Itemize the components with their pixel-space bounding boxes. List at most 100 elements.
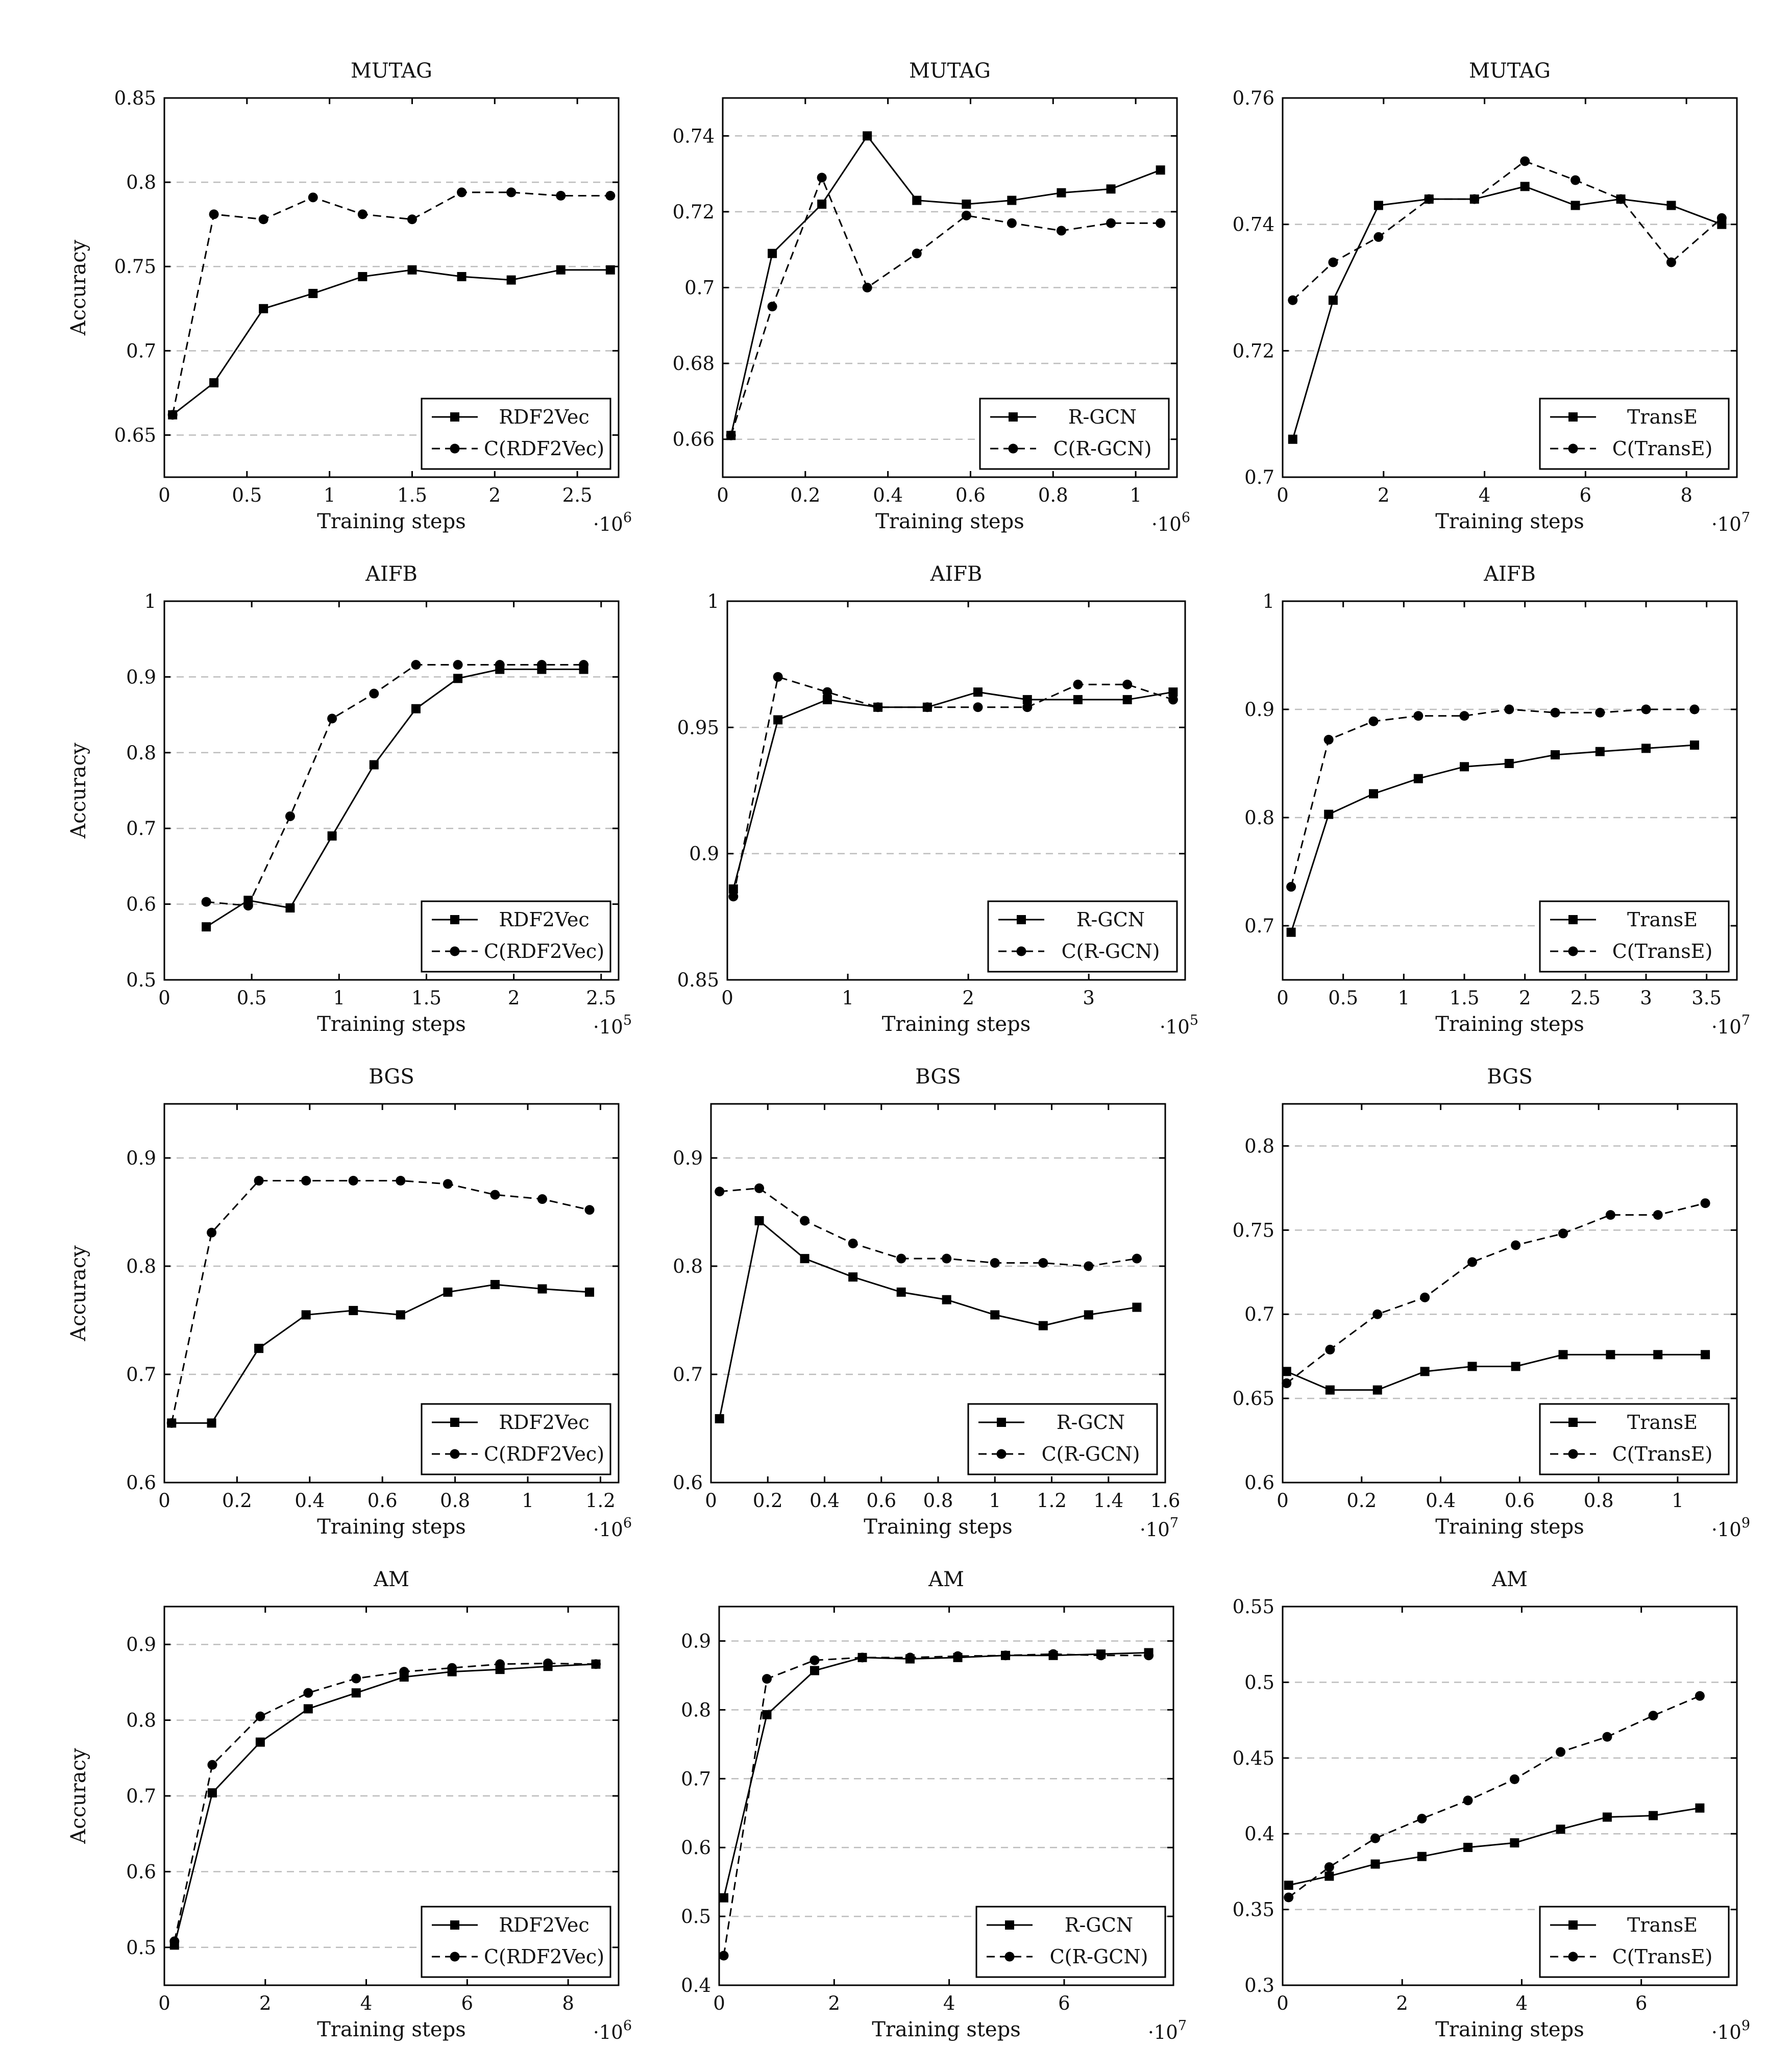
data-point	[457, 187, 467, 198]
data-point	[1424, 194, 1434, 204]
x-tick-label: 4	[943, 1992, 955, 2014]
legend: R-GCN C(R-GCN)	[987, 900, 1178, 973]
data-point	[1370, 1833, 1381, 1843]
x-tick-label: 2	[828, 1992, 841, 2014]
data-point	[857, 1652, 868, 1663]
y-axis-label: Accuracy	[67, 743, 90, 839]
x-tick-label: 2	[962, 987, 974, 1009]
series-line	[171, 1284, 590, 1424]
data-point	[201, 897, 211, 907]
x-axis-label: Training steps	[882, 1013, 1031, 1036]
legend-marker	[1568, 1952, 1578, 1962]
data-point	[490, 1190, 500, 1200]
data-point	[443, 1287, 453, 1297]
series-line	[1290, 708, 1695, 887]
data-point	[506, 187, 517, 198]
data-point	[255, 1711, 265, 1721]
x-axis-label: Training steps	[1435, 1013, 1584, 1036]
legend: R-GCN C(R-GCN)	[979, 398, 1170, 470]
x-tick-label: 2	[1396, 1992, 1408, 2014]
chart-svg: AM 0.4 0.5 0.6 0.7 0.8 0.9 0 2 4 6 Training steps ·1…	[681, 1568, 1187, 2043]
legend-marker	[1568, 443, 1578, 454]
data-point	[715, 1187, 725, 1197]
data-point	[1168, 695, 1178, 705]
data-point	[1038, 1258, 1048, 1268]
x-tick-label: 2	[259, 1992, 272, 2014]
x-tick-label: 0	[158, 1490, 170, 1512]
y-tick-label: 0.8	[126, 742, 156, 764]
data-point	[762, 1674, 772, 1684]
legend-marker	[450, 1952, 460, 1962]
data-point	[822, 695, 832, 704]
data-point	[537, 1284, 547, 1294]
data-point	[1616, 194, 1626, 204]
data-point	[1571, 175, 1581, 185]
data-point	[207, 1227, 217, 1238]
series-TransE	[1282, 1350, 1710, 1395]
legend-marker	[1009, 412, 1018, 422]
legend-label: C(TransE)	[1612, 1443, 1713, 1465]
data-point	[166, 1418, 177, 1428]
y-tick-label: 0.75	[114, 256, 156, 278]
y-tick-label: 0.8	[126, 171, 156, 193]
chart-title: AIFB	[1483, 562, 1536, 586]
legend: RDF2Vec C(RDF2Vec)	[421, 398, 611, 470]
data-point	[942, 1253, 952, 1264]
data-point	[961, 210, 971, 220]
data-point	[817, 200, 827, 209]
y-tick-label: 0.4	[1244, 1823, 1274, 1845]
x-tick-label: 1	[989, 1490, 1001, 1512]
series-line	[206, 664, 584, 907]
data-point	[556, 191, 566, 201]
data-point	[543, 1658, 553, 1668]
data-point	[1417, 1852, 1427, 1861]
y-tick-label: 0.8	[673, 1255, 703, 1277]
series-C(RDF2Vec)	[201, 660, 589, 911]
data-point	[1057, 188, 1066, 198]
data-point	[1325, 1344, 1335, 1354]
y-tick-label: 0.7	[1244, 466, 1274, 488]
legend: R-GCN C(R-GCN)	[967, 1403, 1158, 1475]
legend-marker	[1568, 915, 1578, 924]
chart-5: AIFB 0.85 0.9 0.95 1 0 1 2 3 Training steps ·105 R-…	[561, 503, 1198, 1038]
legend: TransE C(TransE)	[1539, 1403, 1730, 1475]
series-C(RDF2Vec)	[169, 1658, 601, 1946]
series-line	[730, 134, 1161, 436]
legend-label: R-GCN	[1076, 908, 1145, 931]
chart-9: BGS 0.6 0.65 0.7 0.75 0.8 0 0.2 0.4 0.6 0.8 1 Traini…	[1123, 1005, 1750, 1541]
legend-label: C(R-GCN)	[1042, 1443, 1140, 1465]
plot-frame	[1282, 600, 1738, 981]
data-point	[1022, 702, 1033, 712]
legend-marker	[1568, 1920, 1578, 1930]
x-tick-label: 0.4	[295, 1490, 325, 1512]
x-tick-label: 0	[717, 484, 729, 506]
y-tick-label: 0.6	[126, 894, 156, 916]
data-point	[490, 1280, 500, 1290]
data-point	[243, 901, 253, 911]
plot-frame	[1282, 1606, 1738, 1986]
legend-marker	[1568, 1449, 1578, 1459]
y-tick-label: 0.66	[673, 429, 715, 451]
data-point	[1649, 1811, 1658, 1820]
x-tick-label: 0.2	[753, 1490, 783, 1512]
data-point	[1372, 1309, 1383, 1319]
legend-label: C(RDF2Vec)	[484, 437, 604, 460]
data-point	[973, 687, 983, 697]
series-R-GCN	[728, 687, 1178, 894]
data-point	[349, 1305, 358, 1315]
data-point	[1595, 707, 1605, 718]
data-point	[1653, 1350, 1663, 1360]
legend-marker	[1008, 443, 1018, 454]
legend: TransE C(TransE)	[1539, 1906, 1730, 1978]
x-tick-label: 1	[333, 987, 346, 1009]
data-point	[1106, 218, 1116, 228]
legend-box	[975, 1906, 1166, 1978]
data-point	[990, 1258, 1000, 1268]
data-point	[1282, 1367, 1291, 1376]
data-point	[1122, 679, 1133, 689]
legend-label: C(R-GCN)	[1053, 437, 1152, 460]
x-tick-label: 0	[1277, 1490, 1289, 1512]
x-tick-label: 3	[1640, 987, 1652, 1009]
data-point	[773, 715, 783, 725]
data-point	[848, 1272, 858, 1282]
